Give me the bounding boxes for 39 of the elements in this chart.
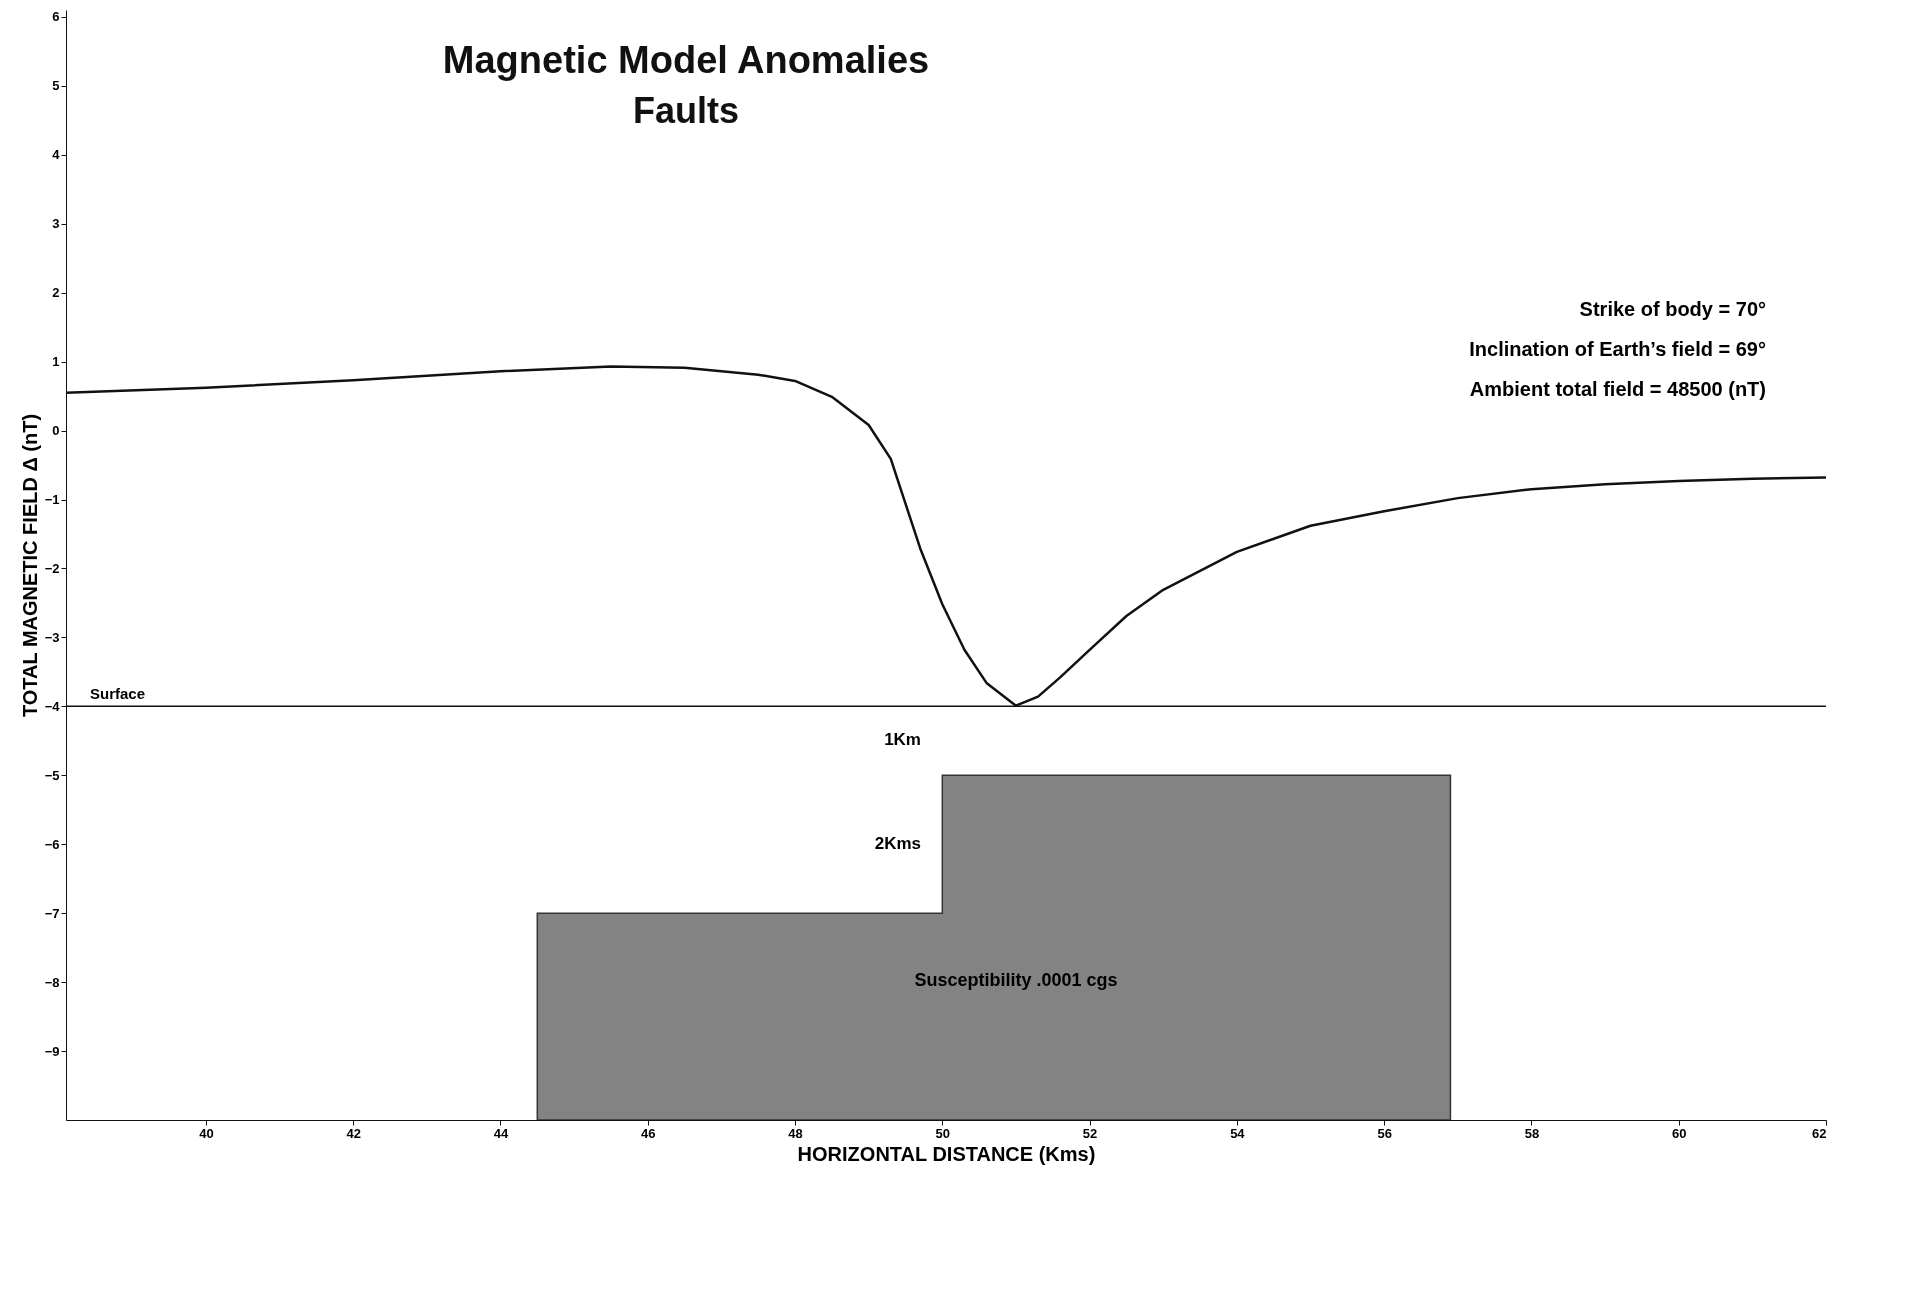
x-tick-label: 56 <box>1377 1125 1392 1141</box>
y-tick-label: 6 <box>52 9 60 25</box>
x-tick-label: 62 <box>1812 1125 1827 1141</box>
y-tick-label: 1 <box>52 354 60 370</box>
y-tick-label: 3 <box>52 216 60 232</box>
y-tick-label: −3 <box>44 629 60 645</box>
x-tick-label: 50 <box>935 1125 951 1141</box>
annotation: Strike of body = 70° <box>1579 298 1766 320</box>
y-tick-label: −7 <box>44 905 60 921</box>
x-tick-label: 48 <box>788 1125 803 1141</box>
x-tick-label: 60 <box>1671 1125 1687 1141</box>
text: Faults <box>632 90 740 131</box>
x-tick-label: 58 <box>1524 1125 1540 1141</box>
x-tick-label: 54 <box>1230 1125 1246 1141</box>
y-tick-label: 0 <box>52 423 60 439</box>
annotation: 2Kms <box>874 834 921 853</box>
y-axis-title: TOTAL MAGNETIC FIELD Δ (nT) <box>18 413 41 718</box>
y-tick-label: −5 <box>44 767 60 783</box>
y-tick-label: −8 <box>44 974 60 990</box>
y-tick-label: −4 <box>44 698 61 714</box>
x-axis-title: HORIZONTAL DISTANCE (Kms) <box>797 1142 1096 1165</box>
y-tick-label: 5 <box>52 78 60 94</box>
x-tick-label: 42 <box>346 1125 361 1141</box>
y-tick-label: −9 <box>44 1043 60 1059</box>
annotation: Susceptibility .0001 cgs <box>914 970 1118 990</box>
y-tick-label: −6 <box>44 836 60 852</box>
annotation: 1Km <box>884 730 921 749</box>
y-tick-label: 4 <box>52 147 61 163</box>
x-tick-label: 52 <box>1082 1125 1098 1141</box>
annotation: Inclination of Earth’s field = 69° <box>1469 338 1766 360</box>
y-tick-label: −1 <box>44 492 60 507</box>
ref-line-label: Surface <box>90 685 146 703</box>
x-tick-label: 40 <box>199 1125 214 1141</box>
y-tick-label: 2 <box>52 285 60 301</box>
annotation: Ambient total field = 48500 (nT) <box>1469 378 1766 400</box>
x-tick-label: 44 <box>493 1125 509 1141</box>
text: Magnetic Model Anomalies <box>442 39 930 81</box>
y-tick-label: −2 <box>44 560 60 576</box>
x-tick-label: 46 <box>641 1125 656 1141</box>
